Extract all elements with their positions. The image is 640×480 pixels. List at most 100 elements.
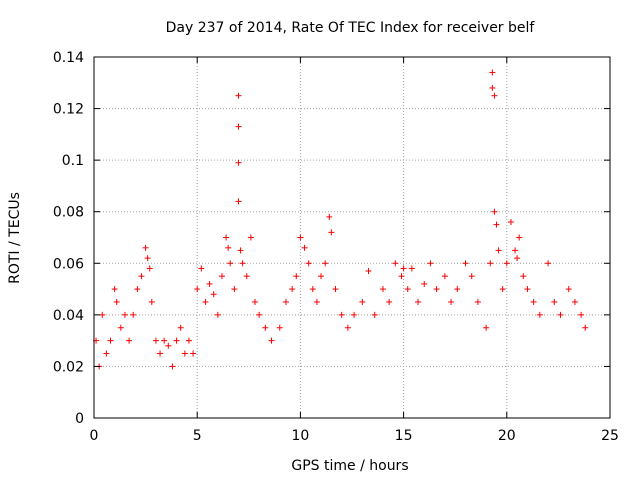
x-tick-labels: 0 5 10 15 20 25	[90, 428, 619, 444]
data-point	[322, 260, 329, 267]
data-point	[152, 337, 159, 344]
data-point	[495, 247, 502, 254]
data-point	[126, 337, 133, 344]
data-point	[173, 337, 180, 344]
data-point	[359, 298, 366, 305]
data-point	[103, 350, 110, 357]
data-point	[499, 286, 506, 293]
data-point	[578, 311, 585, 318]
data-point	[117, 324, 124, 331]
data-point	[415, 298, 422, 305]
data-point	[571, 298, 578, 305]
data-point	[524, 286, 531, 293]
data-point	[107, 337, 114, 344]
data-point	[210, 291, 217, 298]
axis-ticks	[93, 56, 611, 419]
data-point	[227, 260, 234, 267]
data-point	[111, 286, 118, 293]
data-point	[177, 324, 184, 331]
data-point	[144, 255, 151, 262]
data-point	[493, 221, 500, 228]
data-point	[309, 286, 316, 293]
data-point	[157, 350, 164, 357]
data-point	[251, 298, 258, 305]
y-tick-label: 0.02	[53, 359, 84, 375]
data-point	[507, 219, 514, 226]
data-point	[206, 280, 213, 287]
data-point	[536, 311, 543, 318]
y-tick-label: 0	[75, 411, 84, 427]
data-point	[243, 273, 250, 280]
data-point	[148, 298, 155, 305]
data-point	[474, 298, 481, 305]
data-point	[99, 311, 106, 318]
data-point	[565, 286, 572, 293]
data-point	[468, 273, 475, 280]
data-point	[276, 324, 283, 331]
data-point	[113, 298, 120, 305]
data-point	[433, 286, 440, 293]
data-point	[404, 286, 411, 293]
data-point	[293, 273, 300, 280]
data-point	[181, 350, 188, 357]
data-point	[146, 265, 153, 272]
grid	[94, 57, 610, 418]
data-point	[218, 273, 225, 280]
data-point	[516, 234, 523, 241]
data-point	[365, 268, 372, 275]
data-point	[282, 298, 289, 305]
data-point	[289, 286, 296, 293]
data-point	[441, 273, 448, 280]
data-point	[338, 311, 345, 318]
data-point	[421, 280, 428, 287]
data-point	[491, 208, 498, 215]
data-point	[237, 247, 244, 254]
data-point	[386, 298, 393, 305]
data-point	[214, 311, 221, 318]
data-point	[489, 69, 496, 76]
data-point	[142, 244, 149, 251]
data-point	[512, 247, 519, 254]
chart-title: Day 237 of 2014, Rate Of TEC Index for r…	[166, 20, 536, 36]
data-point	[448, 298, 455, 305]
data-point	[318, 273, 325, 280]
data-point	[491, 92, 498, 99]
data-point	[328, 229, 335, 236]
data-point	[297, 234, 304, 241]
data-point	[239, 260, 246, 267]
data-points	[93, 69, 589, 370]
x-tick-label: 5	[193, 428, 202, 444]
data-point	[487, 260, 494, 267]
x-tick-label: 15	[395, 428, 413, 444]
data-point	[379, 286, 386, 293]
data-point	[231, 286, 238, 293]
data-point	[121, 311, 128, 318]
x-tick-label: 25	[601, 428, 619, 444]
y-tick-label: 0.12	[53, 102, 84, 118]
data-point	[545, 260, 552, 267]
data-point	[190, 350, 197, 357]
data-point	[138, 273, 145, 280]
data-point	[503, 260, 510, 267]
y-axis-label: ROTI / TECUs	[7, 192, 23, 284]
data-point	[582, 324, 589, 331]
data-point	[223, 234, 230, 241]
data-point	[235, 198, 242, 205]
x-axis-label: GPS time / hours	[291, 458, 408, 474]
data-point	[235, 92, 242, 99]
data-point	[194, 286, 201, 293]
data-point	[165, 342, 172, 349]
data-point	[400, 265, 407, 272]
data-point	[198, 265, 205, 272]
y-tick-label: 0.06	[53, 256, 84, 272]
data-point	[305, 260, 312, 267]
data-point	[530, 298, 537, 305]
data-point	[256, 311, 263, 318]
data-point	[454, 286, 461, 293]
data-point	[185, 337, 192, 344]
data-point	[489, 84, 496, 91]
x-tick-label: 20	[498, 428, 516, 444]
data-point	[462, 260, 469, 267]
data-point	[268, 337, 275, 344]
data-point	[427, 260, 434, 267]
